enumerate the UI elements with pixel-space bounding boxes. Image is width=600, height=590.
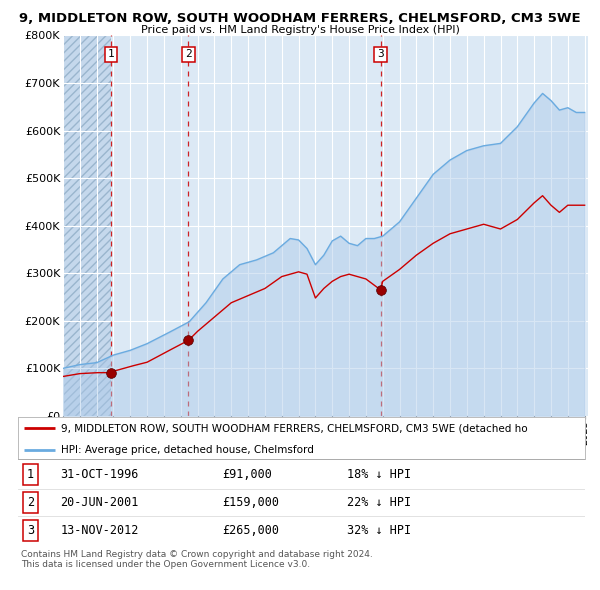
- Text: Contains HM Land Registry data © Crown copyright and database right 2024.
This d: Contains HM Land Registry data © Crown c…: [21, 550, 373, 569]
- Text: £159,000: £159,000: [222, 496, 279, 509]
- Text: HPI: Average price, detached house, Chelmsford: HPI: Average price, detached house, Chel…: [61, 445, 313, 455]
- Text: 18% ↓ HPI: 18% ↓ HPI: [347, 468, 411, 481]
- Text: £265,000: £265,000: [222, 524, 279, 537]
- Text: 20-JUN-2001: 20-JUN-2001: [61, 496, 139, 509]
- Text: 3: 3: [377, 50, 384, 60]
- Text: 32% ↓ HPI: 32% ↓ HPI: [347, 524, 411, 537]
- Text: 31-OCT-1996: 31-OCT-1996: [61, 468, 139, 481]
- Text: 9, MIDDLETON ROW, SOUTH WOODHAM FERRERS, CHELMSFORD, CM3 5WE (detached ho: 9, MIDDLETON ROW, SOUTH WOODHAM FERRERS,…: [61, 424, 527, 434]
- Bar: [63, 35, 110, 416]
- Text: 13-NOV-2012: 13-NOV-2012: [61, 524, 139, 537]
- Text: 9, MIDDLETON ROW, SOUTH WOODHAM FERRERS, CHELMSFORD, CM3 5WE: 9, MIDDLETON ROW, SOUTH WOODHAM FERRERS,…: [19, 12, 581, 25]
- Text: 2: 2: [185, 50, 192, 60]
- Text: 3: 3: [27, 524, 34, 537]
- Text: Price paid vs. HM Land Registry's House Price Index (HPI): Price paid vs. HM Land Registry's House …: [140, 25, 460, 35]
- Bar: [63, 35, 110, 416]
- Text: 1: 1: [107, 50, 114, 60]
- Text: 1: 1: [27, 468, 34, 481]
- Text: 2: 2: [27, 496, 34, 509]
- Text: 22% ↓ HPI: 22% ↓ HPI: [347, 496, 411, 509]
- Text: £91,000: £91,000: [222, 468, 272, 481]
